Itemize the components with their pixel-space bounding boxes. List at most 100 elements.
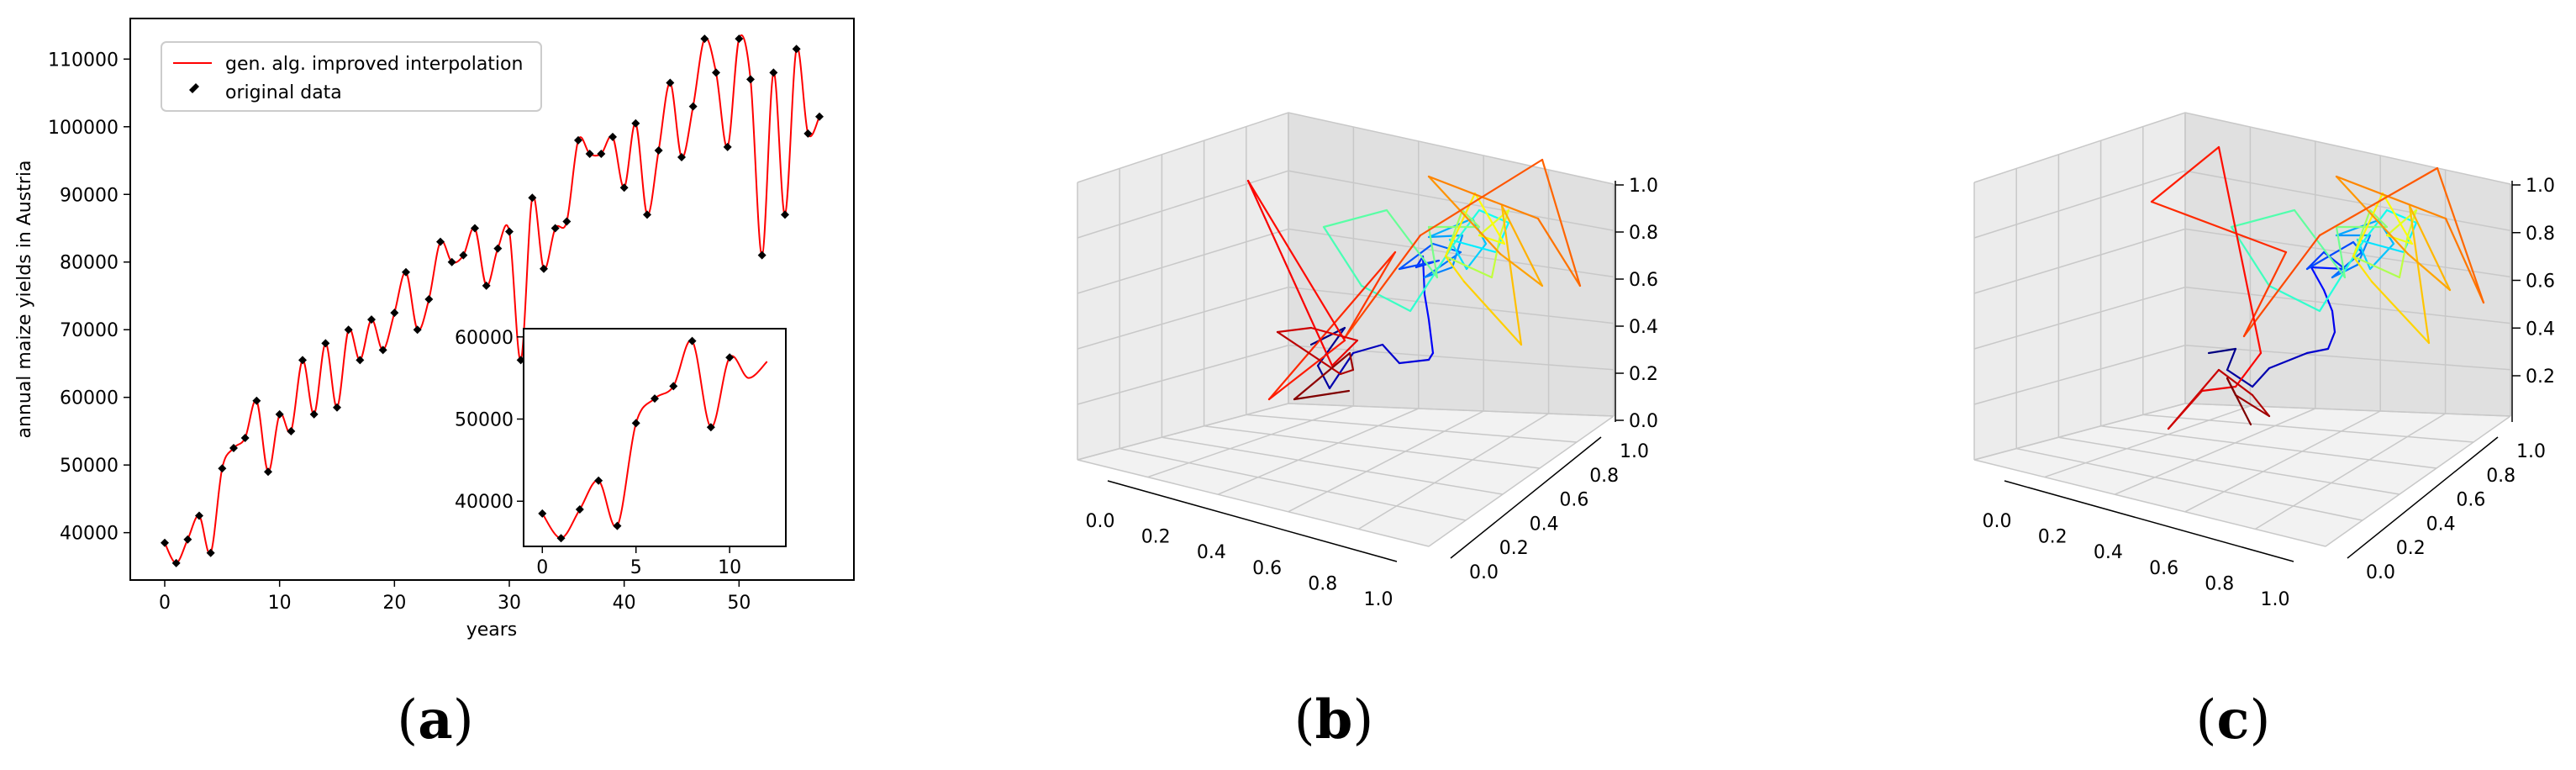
trajectory-segment — [1267, 339, 1346, 401]
trajectory-segment — [1276, 330, 1342, 376]
trajectory-segment — [2200, 385, 2237, 393]
axis-ticks: 0.00.20.40.60.81.00.00.20.40.60.81.00.00… — [1086, 176, 1659, 610]
inset-data-point — [669, 382, 678, 391]
grid-line — [2114, 408, 2316, 495]
y-axis-label: annual maize yields in Austria — [14, 161, 35, 439]
y-tick-label: 0.2 — [2396, 538, 2426, 559]
x-tick-label: 20 — [382, 593, 406, 614]
inset-data-point — [687, 336, 697, 345]
data-point — [688, 102, 698, 111]
x-tick-label: 1.0 — [2261, 589, 2290, 610]
trajectory-segment — [2251, 367, 2271, 388]
data-point — [161, 538, 169, 547]
data-point — [505, 227, 514, 236]
trajectory-segment — [1293, 351, 1351, 401]
x-tick-label: 0.4 — [1197, 542, 1226, 563]
panel-label-b: (b) — [1294, 688, 1374, 752]
data-point — [493, 244, 503, 253]
grid-line — [1077, 403, 1289, 461]
data-point — [574, 135, 582, 145]
data-point — [677, 152, 686, 161]
data-point — [712, 68, 720, 77]
trajectory-segment — [1500, 204, 1544, 287]
trajectory-segment — [2305, 240, 2355, 271]
trajectory-segment — [1309, 326, 1359, 342]
data-point — [195, 511, 203, 520]
y-tick-label: 80000 — [60, 253, 119, 274]
inset-axes: 0 5 10 40000 50000 60000 — [455, 328, 787, 578]
inset-data-point — [575, 505, 584, 514]
data-point — [700, 34, 709, 44]
inset-y-tick-label: 60000 — [455, 328, 514, 349]
trajectory-segment — [1246, 179, 1334, 367]
trajectory-segment — [1423, 293, 1430, 321]
y-tick-label: 0.6 — [2456, 490, 2485, 511]
data-point — [608, 132, 617, 141]
trajectory-segment — [1427, 175, 1502, 256]
trajectory-segment — [1398, 358, 1430, 365]
data-point — [264, 467, 272, 477]
grid-line — [2255, 413, 2446, 530]
data-point — [275, 409, 284, 419]
y-tick-label: 110000 — [48, 50, 119, 71]
trajectory-segment — [2251, 393, 2271, 418]
grid-line — [1217, 408, 1420, 495]
x-tick-label: 0.6 — [1252, 558, 1282, 579]
panel-c: 0.00.20.40.60.81.00.00.20.40.60.81.00.20… — [1973, 112, 2555, 610]
x-tick-label: 50 — [727, 593, 751, 614]
trajectory-segment — [1423, 266, 1454, 279]
y-tick-label: 0.2 — [1499, 538, 1529, 559]
trajectory-segment — [2381, 192, 2414, 245]
trajectory-segment — [2436, 166, 2485, 304]
y-tick-label: 0.8 — [1589, 466, 1619, 487]
trajectory-segment — [1462, 280, 1523, 346]
data-point — [643, 210, 651, 219]
trajectory-segment — [1444, 255, 1466, 283]
trajectory-segment — [2150, 200, 2288, 254]
inset-data-point — [651, 394, 659, 403]
panel-label-c: (c) — [2196, 688, 2271, 752]
data-point — [769, 68, 778, 77]
panel-label-c-letter: c — [2217, 688, 2250, 752]
x-tick-label: 0.8 — [2205, 573, 2234, 594]
y-axis: 40000 50000 60000 70000 80000 90000 100000 1100… — [48, 50, 130, 545]
data-point — [803, 129, 813, 138]
trajectory-segment — [2310, 266, 2326, 292]
data-point — [815, 112, 824, 121]
data-point — [781, 210, 789, 219]
trajectory-segment — [2167, 368, 2220, 430]
legend-entry-original-data: original data — [225, 82, 342, 103]
trajectory-segment — [1330, 339, 1359, 367]
trajectory-segment — [2335, 175, 2410, 256]
trajectory-segment — [1427, 225, 1439, 279]
left-pane — [1077, 113, 1288, 460]
legend: gen. alg. improved interpolation origina… — [161, 41, 542, 112]
data-point — [459, 251, 468, 260]
trajectory-segment — [2305, 251, 2326, 271]
trajectory-segment — [1322, 225, 1363, 287]
inset-x-tick-label: 10 — [718, 557, 741, 578]
z-tick-label: 1.0 — [2526, 176, 2555, 197]
x-axis-line — [2004, 480, 2294, 562]
data-point — [746, 75, 755, 84]
grid-line — [2325, 415, 2511, 547]
trajectory-segment — [2234, 351, 2263, 388]
trajectory-segment — [1267, 251, 1397, 401]
z-tick-label: 0.6 — [1629, 270, 1658, 291]
z-tick-label: 0.6 — [2526, 272, 2555, 293]
inset-data-point — [594, 476, 603, 485]
data-point — [757, 251, 766, 260]
trajectory-segment — [2226, 347, 2237, 372]
inset-data-point — [613, 521, 622, 530]
trajectory-segment — [1536, 217, 1582, 287]
y-tick-label: 0.4 — [1530, 514, 1559, 535]
grid-line — [2142, 414, 2474, 443]
trajectory-segment — [1427, 351, 1435, 361]
x-tick-label: 30 — [498, 593, 521, 614]
grid-line — [1973, 459, 2326, 547]
data-point — [424, 295, 434, 303]
trajectory-segment — [2207, 347, 2237, 355]
inset-data-point — [706, 423, 715, 432]
data-point — [471, 224, 479, 233]
trajectory-segment — [1423, 251, 1462, 279]
